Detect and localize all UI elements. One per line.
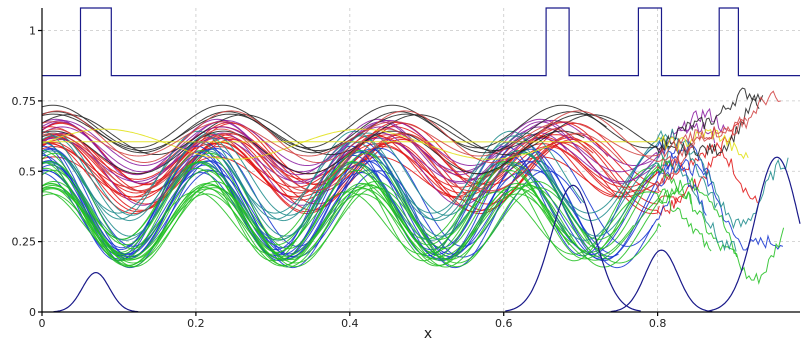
y-tick-label-3: 0.75 bbox=[12, 95, 37, 108]
series-curve-0-12 bbox=[41, 141, 758, 204]
series-curve-3-2 bbox=[41, 122, 716, 173]
series-curve-7-1 bbox=[41, 90, 781, 168]
series-curve-4-4 bbox=[41, 132, 585, 216]
envelope-curve bbox=[42, 7, 800, 77]
series-curve-3-0 bbox=[41, 107, 726, 184]
y-tick-label-2: 0.5 bbox=[19, 165, 37, 178]
series-curve-5-0 bbox=[41, 111, 607, 154]
bump-curve-0 bbox=[53, 271, 139, 313]
series-curve-2-11 bbox=[41, 184, 592, 261]
bump-curve-1 bbox=[505, 184, 641, 312]
series-curve-5-3 bbox=[41, 87, 760, 153]
tick-labels: 0 0.2 0.4 0.6 0.8 0 0.25 0.5 0.75 1 bbox=[12, 25, 667, 330]
series-curve-6-0 bbox=[42, 128, 749, 160]
series-curve-0-6 bbox=[41, 137, 685, 216]
bump-curve-3 bbox=[709, 156, 801, 312]
series-curve-2-15 bbox=[41, 155, 674, 253]
series-curve-6-1 bbox=[41, 128, 553, 160]
x-tick-label-3: 0.6 bbox=[495, 317, 513, 330]
x-tick-label-2: 0.4 bbox=[341, 317, 359, 330]
series-curve-0-13 bbox=[41, 143, 674, 188]
series-curve-7-0 bbox=[41, 128, 696, 192]
y-tick-label-0: 0 bbox=[29, 306, 36, 319]
y-tick-label-4: 1 bbox=[29, 25, 36, 38]
series-curve-3-5 bbox=[41, 119, 652, 167]
series-curve-2-14 bbox=[41, 182, 570, 266]
series-curves bbox=[41, 87, 789, 285]
envelope-step-line bbox=[42, 7, 800, 77]
series-curve-2-8 bbox=[41, 191, 712, 255]
series-curve-2-1 bbox=[41, 187, 662, 264]
x-tick-label-1: 0.2 bbox=[187, 317, 205, 330]
series-curve-2-6 bbox=[41, 168, 692, 260]
axes bbox=[41, 8, 800, 313]
series-curve-5-1 bbox=[41, 130, 585, 175]
series-curve-5-2 bbox=[41, 92, 764, 159]
y-tick-label-1: 0.25 bbox=[12, 236, 37, 249]
series-curve-1-3 bbox=[41, 147, 670, 247]
series-curve-2-12 bbox=[41, 188, 635, 257]
x-axis-label: x bbox=[424, 326, 432, 341]
x-tick-label-4: 0.8 bbox=[649, 317, 667, 330]
x-tick-label-0: 0 bbox=[39, 317, 46, 330]
bump-curve-2 bbox=[610, 249, 713, 313]
series-curve-4-5 bbox=[41, 146, 672, 237]
series-curve-5-4 bbox=[41, 113, 623, 151]
series-curve-7-2 bbox=[41, 115, 748, 158]
bump-curves bbox=[53, 156, 801, 313]
series-curve-3-4 bbox=[41, 137, 657, 183]
series-curve-7-3 bbox=[41, 132, 625, 192]
series-curve-2-13 bbox=[41, 180, 591, 268]
